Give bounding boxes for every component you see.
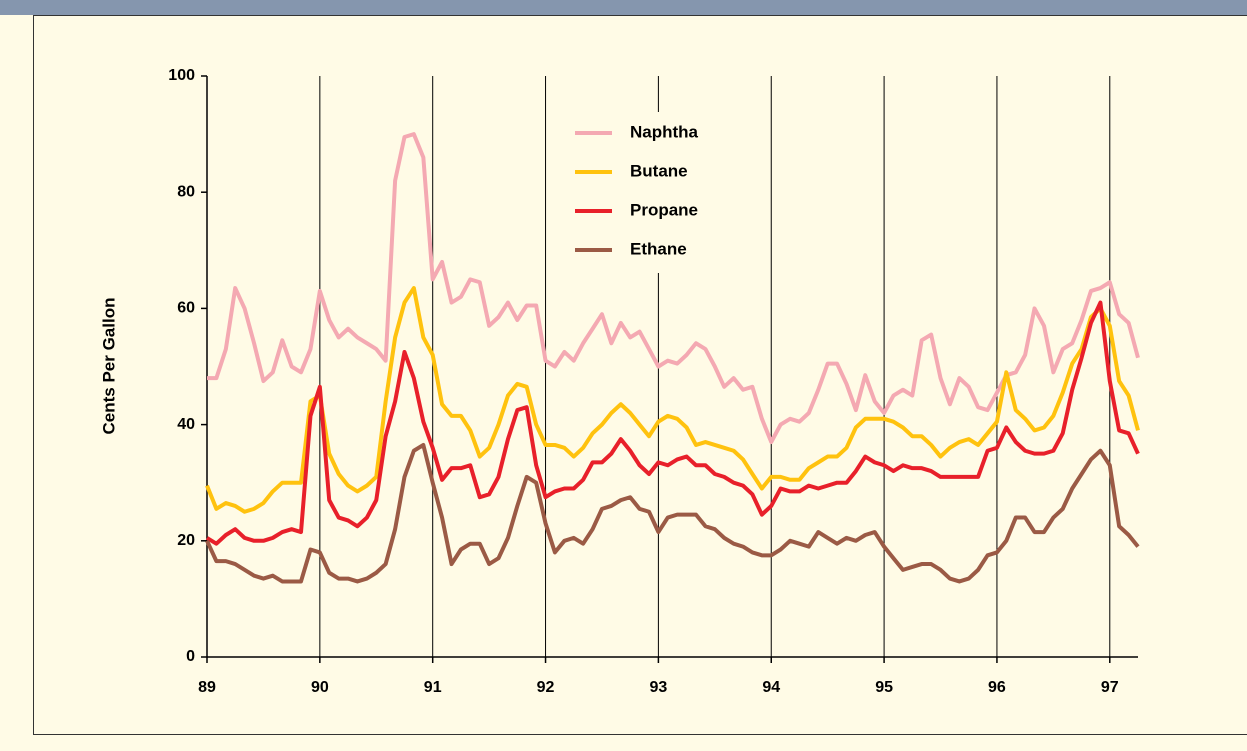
series-line	[205, 300, 1140, 546]
x-tick-label: 89	[198, 679, 216, 696]
y-axis-label: Cents Per Gallon	[99, 298, 118, 435]
x-tick-label: 96	[988, 679, 1006, 696]
x-tick-label: 90	[311, 679, 329, 696]
y-tick-label: 60	[177, 300, 195, 317]
legend-label: Propane	[630, 200, 698, 219]
x-tick-label: 97	[1101, 679, 1119, 696]
y-tick-label: 100	[168, 67, 195, 84]
legend-label: Ethane	[630, 239, 687, 258]
legend-box	[560, 112, 750, 273]
x-tick-label: 94	[762, 679, 780, 696]
frame	[33, 15, 1247, 735]
y-tick-label: 20	[177, 532, 195, 549]
series-line	[205, 442, 1140, 584]
legend-label: Naphtha	[630, 122, 699, 141]
y-tick-label: 80	[177, 183, 195, 200]
top-bar	[0, 0, 1247, 15]
x-tick-label: 91	[424, 679, 442, 696]
y-tick-label: 0	[186, 648, 195, 665]
legend-label: Butane	[630, 161, 688, 180]
x-tick-label: 93	[649, 679, 667, 696]
x-tick-label: 92	[537, 679, 555, 696]
y-tick-label: 40	[177, 416, 195, 433]
series-line	[207, 132, 1140, 445]
series-line	[205, 286, 1140, 514]
x-tick-label: 95	[875, 679, 893, 696]
